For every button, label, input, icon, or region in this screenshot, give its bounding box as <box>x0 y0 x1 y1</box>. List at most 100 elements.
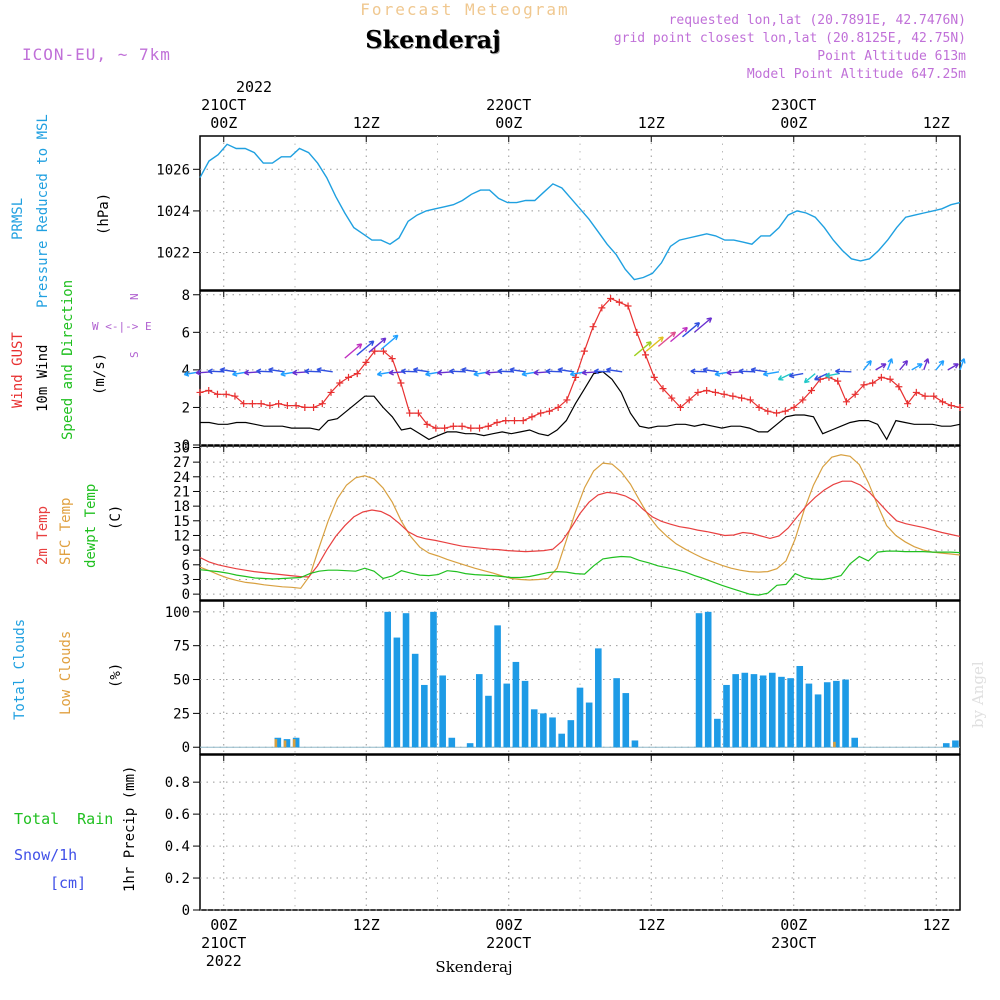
wind-arrow <box>738 368 755 375</box>
total-cloud-bar <box>842 679 849 748</box>
wind-arrow <box>593 368 611 375</box>
gust-marker <box>345 373 353 381</box>
total-cloud-bar <box>558 733 565 748</box>
total-cloud-bar <box>494 625 501 748</box>
total-cloud-bar <box>530 709 538 748</box>
grid-point-coords: grid point closest lon,lat (20.8125E, 42… <box>614 31 966 46</box>
gust-marker <box>537 409 545 417</box>
wind-arrow <box>256 368 273 375</box>
total-cloud-bar <box>475 674 483 748</box>
wind-arrow <box>304 368 321 375</box>
gust-marker <box>493 418 501 426</box>
y-tick-label: 9 <box>182 543 190 559</box>
total-cloud-bar <box>778 676 785 748</box>
total-cloud-bar <box>512 661 520 748</box>
total-cloud-bar <box>787 678 794 748</box>
y-tick-label: 0 <box>182 903 190 919</box>
gust-marker <box>703 387 711 395</box>
y-tick-label: 30 <box>173 440 190 456</box>
wind-arrow <box>461 367 478 374</box>
y-tick-label: 100 <box>165 605 190 621</box>
total-cloud-bar <box>723 684 730 748</box>
gust-marker <box>519 417 527 425</box>
y-tick-label: 1022 <box>156 246 190 262</box>
top-hour-label: 00Z <box>210 114 237 132</box>
cloud-unit: (%) <box>108 663 124 688</box>
total-cloud-bar <box>421 684 428 748</box>
gust-marker <box>231 392 239 400</box>
gust-marker <box>563 396 571 404</box>
temperature-series <box>199 454 961 596</box>
wind-arrow <box>694 317 713 333</box>
wind-arrow <box>947 363 959 371</box>
gust-marker <box>676 403 684 411</box>
gust-marker <box>528 413 536 421</box>
pressure-msl-label: Pressure Reduced to MSL <box>35 114 51 308</box>
y-tick-label: 0 <box>182 587 190 603</box>
total-cloud-bar <box>411 653 419 748</box>
gust-marker <box>851 390 859 398</box>
gust-marker <box>711 388 719 396</box>
gust-marker <box>240 400 248 408</box>
total-cloud-bar <box>823 682 831 748</box>
y-tick-label: 0.2 <box>165 871 190 887</box>
wind-arrow <box>702 367 719 374</box>
gust-marker <box>807 387 815 395</box>
y-tick-label: 8 <box>182 288 190 304</box>
pressure-series <box>199 143 961 281</box>
wind-arrow <box>899 360 909 371</box>
gust-marker <box>458 422 466 430</box>
gust-marker <box>510 417 518 425</box>
gust-marker <box>467 424 475 432</box>
gust-marker <box>607 295 615 303</box>
gust-marker <box>275 400 283 408</box>
total-cloud-bar <box>430 611 437 748</box>
prmsl-label: PRMSL <box>10 198 26 240</box>
wind-arrow <box>497 368 514 375</box>
y-tick-label: 25 <box>173 706 190 722</box>
gust-marker <box>554 403 562 411</box>
top-hour-label: 00Z <box>495 114 522 132</box>
gust-marker <box>292 402 300 410</box>
sfc-temp-label: SFC Temp <box>58 498 74 565</box>
top-year-label: 2022 <box>236 78 272 96</box>
wind-arrow <box>875 363 887 371</box>
total-cloud-bar <box>759 675 767 748</box>
wind-direction-label: Speed and Direction <box>60 280 76 440</box>
total-cloud-bar <box>485 695 492 748</box>
gust-marker <box>694 388 702 396</box>
low-cloud-bar <box>274 739 278 748</box>
gust-marker <box>545 407 553 415</box>
gust-marker <box>336 379 344 387</box>
wind-arrow <box>645 336 664 352</box>
sfc-temp-line <box>199 454 961 589</box>
gust-marker <box>895 383 903 391</box>
gust-marker <box>685 396 693 404</box>
total-cloud-bar <box>549 717 556 748</box>
wind-arrow <box>316 367 333 374</box>
total-label: Total <box>14 810 59 828</box>
wind-arrow <box>356 340 375 356</box>
gust-marker <box>484 422 492 430</box>
wind-arrow <box>344 343 363 359</box>
gust-marker <box>379 347 387 355</box>
wind-arrow <box>412 367 430 374</box>
snow-label: Snow/1h <box>14 846 77 864</box>
gust-marker <box>904 400 912 408</box>
bottom-hour-label: 00Z <box>210 916 237 934</box>
gust-marker <box>624 302 632 310</box>
wind-arrow <box>368 337 387 353</box>
gust-marker <box>432 424 440 432</box>
y-tick-label: 24 <box>173 470 190 486</box>
requested-coords: requested lon,lat (20.7891E, 42.7476N) <box>669 13 966 28</box>
watermark: by Angel <box>969 661 987 728</box>
low-cloud-bar <box>833 741 836 748</box>
bottom-hour-label: 00Z <box>780 916 807 934</box>
gust-marker <box>423 420 431 428</box>
gust-marker <box>860 381 868 389</box>
top-day-label: 21OCT <box>201 96 246 114</box>
total-cloud-bar <box>402 613 410 748</box>
total-cloud-bar <box>292 737 300 748</box>
